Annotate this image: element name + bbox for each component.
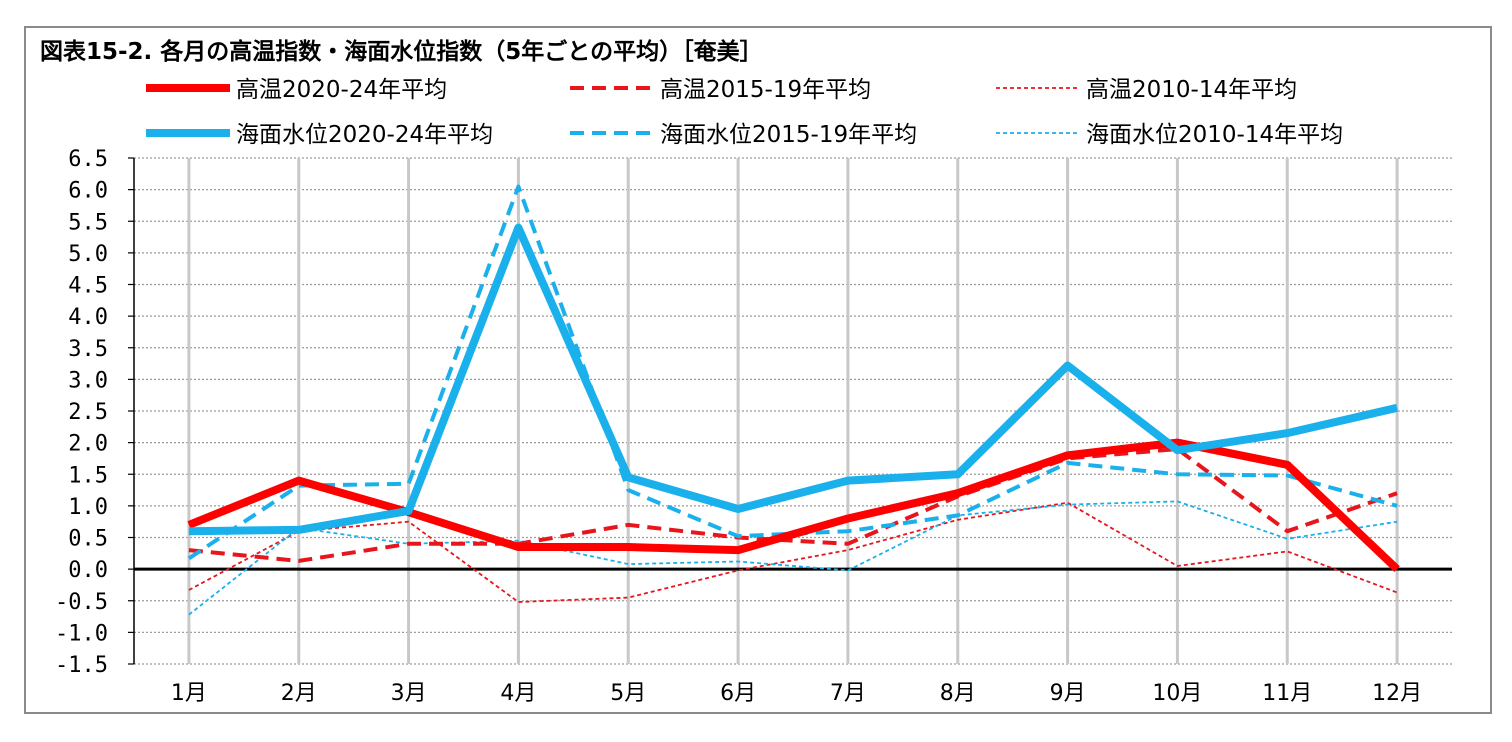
chart-frame: [24, 26, 1492, 714]
x-tick-label: 8月: [940, 681, 976, 706]
y-tick-label: -0.5: [55, 590, 108, 615]
x-tick-label: 11月: [1262, 681, 1312, 706]
y-tick-label: 0.0: [68, 558, 108, 583]
y-tick-label: 1.5: [68, 463, 108, 488]
grid: [134, 157, 1452, 665]
legend-label: 高温2010-14年平均: [1086, 77, 1297, 103]
y-tick-label: 6.5: [68, 147, 108, 172]
chart-title: 図表15-2. 各月の高温指数・海面水位指数（5年ごとの平均）［奄美］: [40, 39, 763, 65]
series-line-4: [188, 223, 1398, 536]
y-tick-label: 3.0: [68, 368, 108, 393]
legend-label: 高温2020-24年平均: [236, 77, 447, 103]
legend-label: 高温2015-19年平均: [660, 77, 871, 103]
y-tick-label: -1.0: [55, 621, 108, 646]
legend: 高温2020-24年平均 高温2015-19年平均 高温2010-14年平均海面水位…: [146, 77, 1343, 148]
y-tick-label: 5.5: [68, 210, 108, 235]
y-tick-label: 4.0: [68, 305, 108, 330]
legend-label: 海面水位2015-19年平均: [660, 122, 917, 148]
legend-label: 海面水位2010-14年平均: [1086, 122, 1343, 148]
x-tick-label: 1月: [171, 681, 207, 706]
x-tick-label: 4月: [500, 681, 536, 706]
x-tick-label: 2月: [281, 681, 317, 706]
axes: [128, 157, 1452, 665]
y-axis-ticks: 6.5 6.0 5.5 5.0 4.5 4.0 3.5 3.0 2.5 2.0 1.5 1.0 0.5 0…: [55, 147, 108, 678]
series-line-6: [188, 500, 1398, 616]
x-tick-label: 6月: [720, 681, 756, 706]
x-tick-label: 5月: [610, 681, 646, 706]
x-tick-label: 12月: [1372, 681, 1422, 706]
series-line-5: [187, 184, 1398, 561]
x-tick-label: 3月: [391, 681, 427, 706]
y-tick-label: 2.5: [68, 400, 108, 425]
legend-label: 海面水位2020-24年平均: [236, 122, 493, 148]
y-tick-label: 4.5: [68, 274, 108, 299]
y-tick-label: 2.0: [68, 432, 108, 457]
y-tick-label: 3.5: [68, 337, 108, 362]
y-tick-label: -1.5: [55, 653, 108, 678]
y-tick-label: 0.5: [68, 527, 108, 552]
x-axis-ticks: 1月 2月 3月 4月 5月 6月 7月 8月 9月 10月 11月 12月: [171, 681, 1422, 706]
y-tick-label: 6.0: [68, 179, 108, 204]
y-tick-label: 1.0: [68, 495, 108, 520]
x-tick-label: 7月: [830, 681, 866, 706]
y-tick-label: 5.0: [68, 242, 108, 267]
series-line-2: [188, 447, 1398, 563]
series-layer: [187, 184, 1400, 616]
x-tick-label: 9月: [1050, 681, 1086, 706]
x-tick-label: 10月: [1152, 681, 1202, 706]
